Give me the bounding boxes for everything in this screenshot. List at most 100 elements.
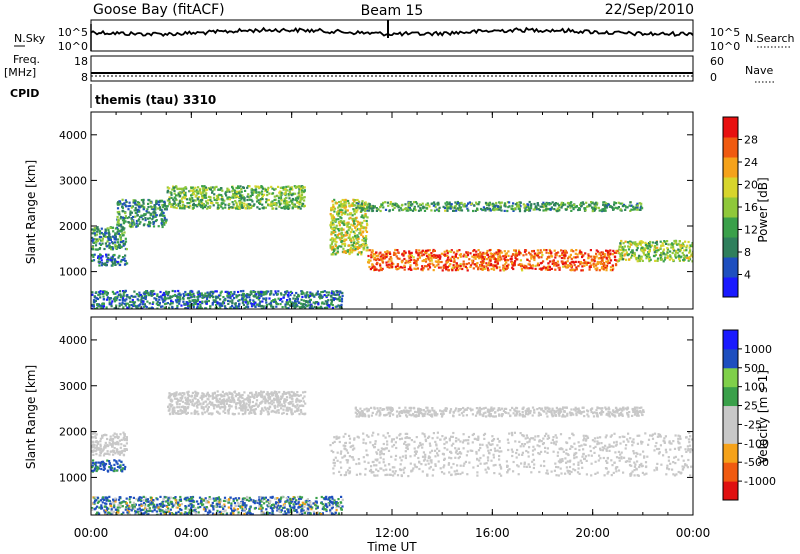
power-cell — [379, 255, 382, 258]
power-cell — [581, 201, 584, 204]
power-cell — [513, 262, 516, 265]
power-cell — [93, 253, 96, 256]
power-cell — [249, 298, 252, 301]
power-cell — [448, 259, 451, 262]
power-cell — [298, 190, 301, 193]
power-cell — [482, 265, 485, 268]
power-cell — [404, 203, 407, 206]
power-cell — [120, 228, 123, 231]
power-cell — [576, 256, 579, 259]
velocity-cell — [291, 412, 294, 415]
power-cell — [466, 254, 469, 257]
power-cell — [238, 191, 241, 194]
power-cell — [330, 214, 333, 217]
power-cell — [99, 243, 103, 246]
power-cell — [102, 263, 105, 266]
power-cell — [167, 292, 170, 296]
power-cell — [289, 187, 293, 190]
power-cell — [269, 303, 272, 306]
power-cell — [251, 205, 254, 208]
power-cell — [188, 190, 191, 193]
power-cell — [264, 188, 268, 191]
power-cell — [208, 296, 211, 299]
power-cell — [182, 300, 185, 303]
freq-tick-top: 18 — [74, 55, 88, 68]
power-cell — [187, 307, 190, 309]
velocity-cell — [177, 393, 181, 396]
velocity-cell — [108, 462, 111, 466]
power-cell — [371, 204, 374, 208]
velocity-cell — [288, 402, 291, 405]
power-cell — [177, 204, 180, 207]
power-cell — [231, 186, 234, 189]
power-cell — [499, 256, 502, 259]
power-cell — [282, 296, 285, 299]
power-cell — [305, 300, 308, 304]
power-cell — [303, 199, 306, 202]
power-cell — [364, 239, 367, 242]
velocity-cell — [109, 443, 112, 446]
power-cell — [493, 264, 496, 267]
power-cell — [594, 208, 597, 211]
power-cell — [196, 190, 199, 193]
power-cell — [189, 291, 192, 294]
power-cell — [363, 247, 366, 250]
power-cell — [213, 198, 216, 201]
power-cell — [97, 303, 100, 306]
station-title: Goose Bay (fitACF) — [93, 2, 225, 18]
power-cell — [113, 237, 116, 240]
power-cell — [536, 264, 539, 267]
power-cell — [553, 204, 556, 207]
power-cell — [95, 227, 98, 230]
velocity-cell — [273, 390, 276, 393]
power-cell — [209, 291, 212, 294]
power-cell — [614, 258, 617, 261]
velocity-cell — [253, 393, 257, 396]
power-cell — [144, 219, 147, 222]
power-cell — [474, 257, 477, 260]
power-cell — [171, 289, 174, 293]
power-cell — [156, 294, 159, 297]
power-cell — [573, 261, 576, 264]
power-cell — [388, 258, 391, 261]
power-cell — [220, 205, 223, 208]
velocity-cell — [213, 407, 216, 410]
power-cell — [353, 220, 356, 223]
power-cell — [284, 205, 287, 208]
power-cell — [493, 209, 496, 212]
power-cell — [197, 293, 200, 296]
power-cell — [127, 205, 130, 208]
power-cell — [645, 257, 648, 260]
power-cell — [396, 263, 399, 266]
power-cell — [595, 206, 598, 209]
velocity-cell — [266, 394, 269, 397]
power-cell — [481, 260, 484, 263]
power-cell — [442, 264, 446, 267]
power-cell — [240, 198, 243, 201]
power-cell — [397, 251, 400, 254]
nsearch-tick-bottom: 10^0 — [710, 40, 740, 53]
power-cell — [110, 260, 114, 263]
power-cell — [152, 216, 155, 219]
power-cell — [92, 303, 95, 307]
power-cell — [187, 292, 190, 296]
power-cell — [395, 267, 398, 270]
power-cell — [233, 292, 236, 296]
velocity-cell — [114, 436, 117, 439]
power-cell — [421, 265, 424, 268]
power-cell — [141, 218, 144, 221]
velocity-cell — [255, 399, 259, 402]
power-cell — [648, 256, 651, 259]
velocity-cell — [193, 412, 196, 415]
power-cell — [354, 242, 357, 246]
power-cell — [447, 256, 450, 259]
power-cell — [216, 207, 219, 210]
power-cell — [191, 189, 194, 192]
power-cell — [398, 266, 401, 270]
power-cell — [669, 243, 672, 246]
power-cell — [215, 296, 218, 299]
power-cell — [203, 194, 207, 197]
power-cell — [173, 189, 176, 192]
power-cell — [264, 290, 267, 294]
power-cell — [415, 252, 418, 255]
